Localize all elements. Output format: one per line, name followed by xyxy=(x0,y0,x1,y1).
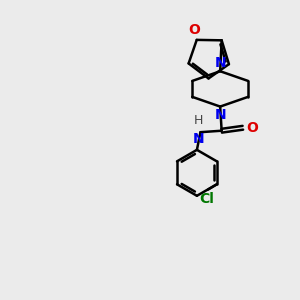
Text: O: O xyxy=(188,23,200,37)
Text: O: O xyxy=(246,121,258,135)
Text: Cl: Cl xyxy=(199,192,214,206)
Text: N: N xyxy=(192,132,204,146)
Text: N: N xyxy=(214,108,226,122)
Text: H: H xyxy=(194,114,203,127)
Text: N: N xyxy=(214,56,226,70)
